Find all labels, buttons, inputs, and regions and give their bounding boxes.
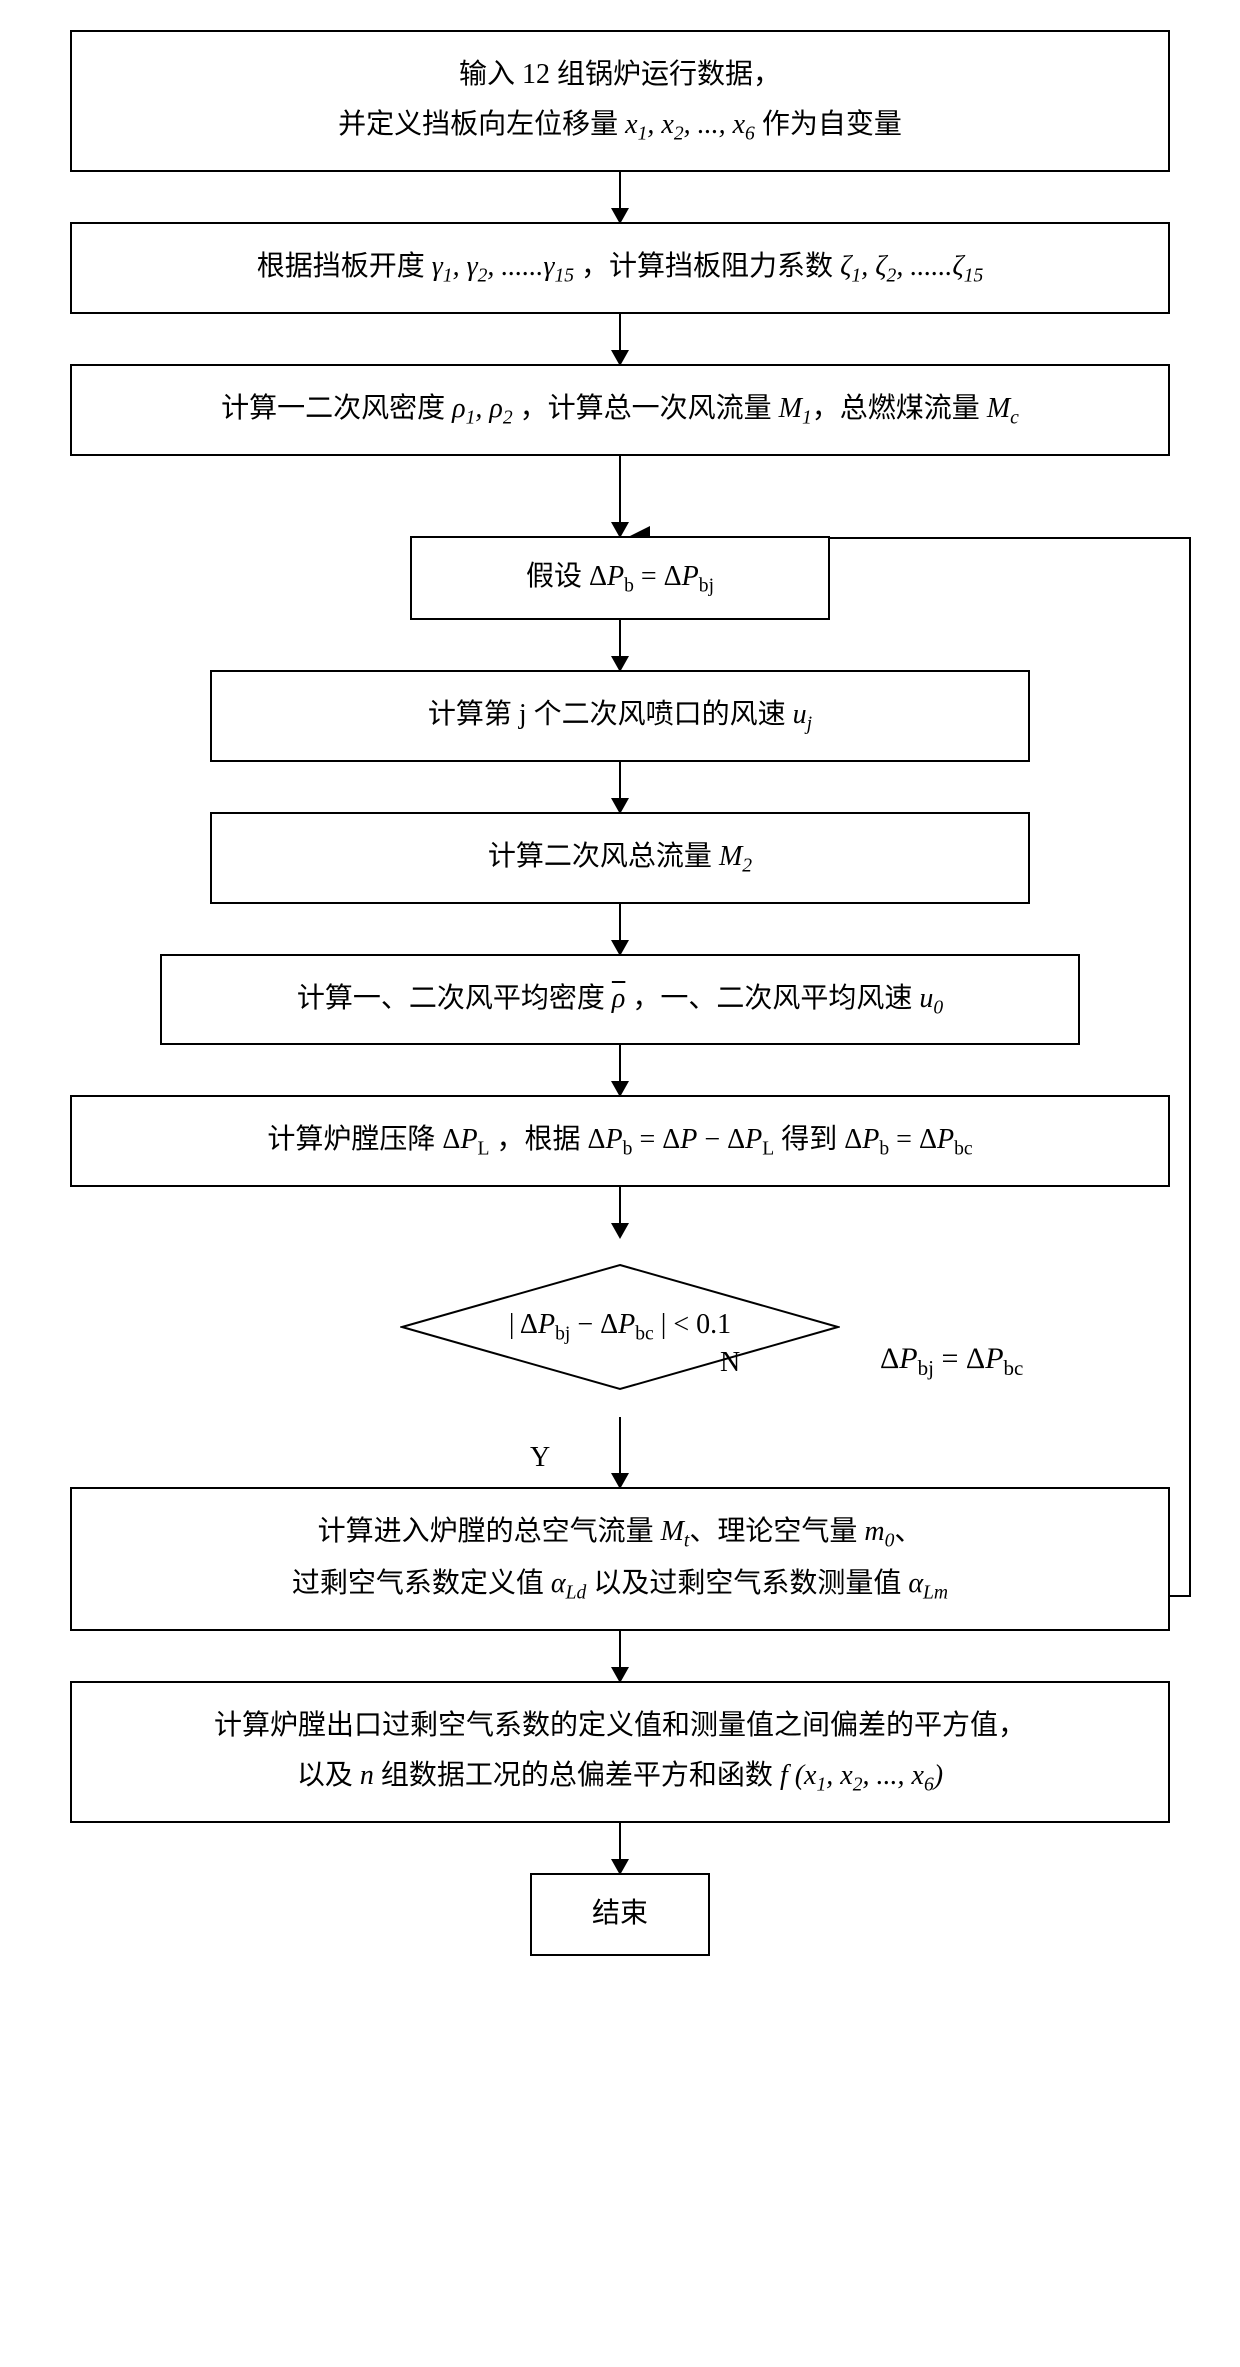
arrow — [619, 172, 621, 222]
text: 计算二次风总流量 — [488, 841, 719, 872]
aLm: αLm — [908, 1568, 948, 1599]
text: 计算一、二次风平均密度 — [297, 983, 612, 1014]
text: ，总燃煤流量 — [812, 393, 987, 424]
aLd: αLd — [551, 1568, 586, 1599]
text: 计算一二次风密度 — [221, 393, 452, 424]
step-input-data: 输入 12 组锅炉运行数据， 并定义挡板向左位移量 x1, x2, ..., x… — [70, 30, 1170, 172]
text: 假设 ΔPb = ΔPbj — [526, 561, 714, 592]
arrow — [619, 904, 621, 954]
step-compute-m2: 计算二次风总流量 M2 — [210, 812, 1030, 904]
step-compute-density: 计算一二次风密度 ρ1, ρ2 ，计算总一次风流量 M1，总燃煤流量 Mc — [70, 364, 1170, 456]
arrow — [619, 1417, 621, 1487]
text: 计算进入炉膛的总空气流量 — [318, 1516, 661, 1547]
Mc: Mc — [987, 393, 1019, 424]
M2: M2 — [719, 841, 752, 872]
arrow — [619, 762, 621, 812]
text: 以及过剩空气系数测量值 — [586, 1568, 908, 1599]
arrow — [619, 1187, 621, 1237]
text: ，计算总一次风流量 — [513, 393, 779, 424]
loop-assignment: ΔPbj = ΔPbc — [880, 1342, 1023, 1381]
n: n — [360, 1760, 374, 1791]
vars-x: x1, x2, ..., x6 — [625, 109, 755, 140]
text: 计算炉膛出口过剩空气系数的定义值和测量值之间偏差的平方值， — [214, 1710, 1026, 1741]
step-assume-dpb: 假设 ΔPb = ΔPbj — [410, 536, 830, 620]
text: ，计算挡板阻力系数 — [574, 251, 840, 282]
step-compute-f: 计算炉膛出口过剩空气系数的定义值和测量值之间偏差的平方值， 以及 n 组数据工况… — [70, 1681, 1170, 1823]
u0: u0 — [919, 983, 943, 1014]
decision-convergence: | ΔPbj − ΔPbc | < 0.1 — [310, 1237, 930, 1417]
zetas: ζ1, ζ2, ......ζ15 — [840, 251, 983, 282]
text: 得到 — [774, 1124, 844, 1155]
text: 根据挡板开度 — [257, 251, 432, 282]
decision-text: | ΔPbj − ΔPbc | < 0.1 — [509, 1309, 731, 1346]
arrow — [619, 456, 621, 536]
flowchart-root: 输入 12 组锅炉运行数据， 并定义挡板向左位移量 x1, x2, ..., x… — [40, 30, 1200, 1956]
M1: M1 — [779, 393, 812, 424]
gammas: γ1, γ2, ......γ15 — [432, 251, 574, 282]
m0: m0 — [864, 1516, 894, 1547]
text: 作为自变量 — [755, 109, 902, 140]
rhos: ρ1, ρ2 — [452, 393, 513, 424]
text: 结束 — [592, 1898, 648, 1929]
text: 以及 — [297, 1760, 360, 1791]
eq2: ΔPb = ΔPbc — [844, 1124, 972, 1155]
step-compute-avg: 计算一、二次风平均密度 ρ ，一、二次风平均风速 u0 — [160, 954, 1080, 1046]
Mt: Mt — [661, 1516, 690, 1547]
step-compute-dpl: 计算炉膛压降 ΔPL ，根据 ΔPb = ΔP − ΔPL 得到 ΔPb = Δ… — [70, 1095, 1170, 1187]
text: 、 — [894, 1516, 922, 1547]
text: ，一、二次风平均风速 — [625, 983, 919, 1014]
label-no: N — [720, 1347, 740, 1379]
text: 组数据工况的总偏差平方和函数 — [374, 1760, 780, 1791]
uj: uj — [793, 699, 812, 730]
text: 计算炉膛压降 — [267, 1124, 442, 1155]
label-yes: Y — [530, 1442, 550, 1474]
text: 并定义挡板向左位移量 — [338, 109, 625, 140]
dpL: ΔPL — [442, 1124, 489, 1155]
arrow — [619, 314, 621, 364]
arrow — [619, 1823, 621, 1873]
arrow — [619, 1631, 621, 1681]
text: 输入 12 组锅炉运行数据， — [459, 59, 781, 90]
step-compute-air: 计算进入炉膛的总空气流量 Mt、理论空气量 m0、 过剩空气系数定义值 αLd … — [70, 1487, 1170, 1631]
step-compute-uj: 计算第 j 个二次风喷口的风速 uj — [210, 670, 1030, 762]
arrow — [619, 1045, 621, 1095]
arrow — [619, 620, 621, 670]
rhobar: ρ — [612, 983, 625, 1014]
step-end: 结束 — [530, 1873, 710, 1955]
text: 、理论空气量 — [689, 1516, 864, 1547]
text: 过剩空气系数定义值 — [292, 1568, 551, 1599]
text: 计算第 j 个二次风喷口的风速 — [428, 699, 793, 730]
eq1: ΔPb = ΔP − ΔPL — [588, 1124, 775, 1155]
text: ，根据 — [490, 1124, 588, 1155]
step-compute-zeta: 根据挡板开度 γ1, γ2, ......γ15 ，计算挡板阻力系数 ζ1, ζ… — [70, 222, 1170, 314]
fxx: f (x1, x2, ..., x6) — [780, 1760, 943, 1791]
